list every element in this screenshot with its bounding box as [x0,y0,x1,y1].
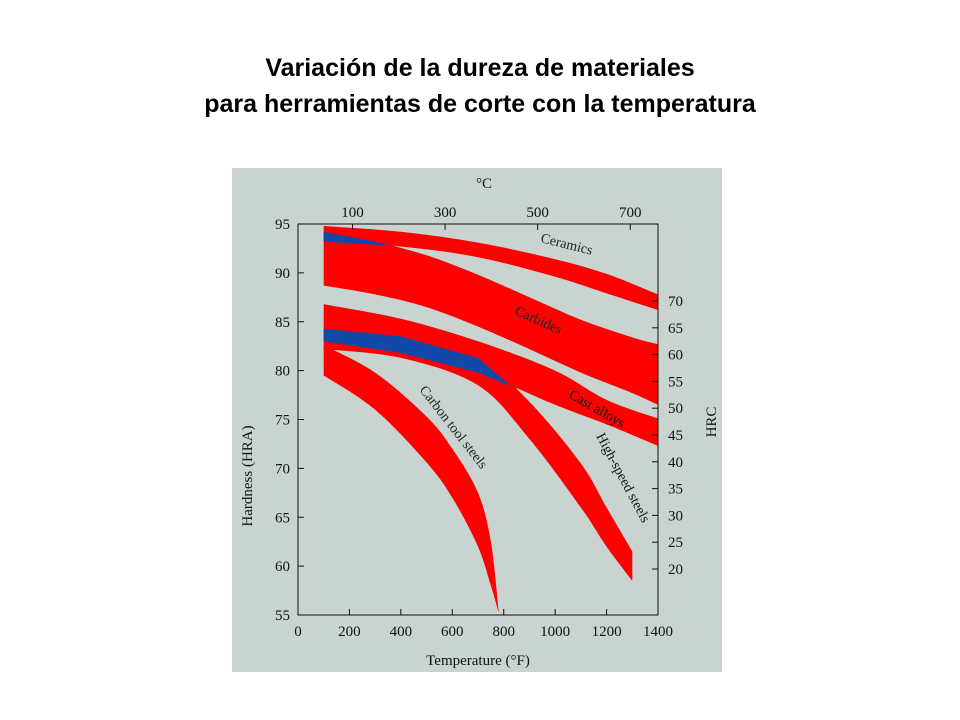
y-tick-label: 80 [275,364,290,380]
y2-tick-label: 70 [668,294,683,310]
y2-tick-label: 45 [668,428,683,444]
y-tick-label: 85 [275,315,290,331]
band-high-speed-steels [323,328,633,581]
overlap-cast-alloys-high-speed [323,328,509,386]
x-tick-label: 400 [390,624,413,640]
y-tick-label: 70 [275,461,290,477]
y-tick-label: 55 [275,608,290,624]
x-tick-label: 0 [294,624,302,640]
chart-axes [297,223,659,616]
series-bands [323,226,658,613]
y-tick-label: 65 [275,510,290,526]
x-tick-label: 600 [441,624,464,640]
overlap-ceramics-carbides [323,231,391,246]
hardness-temperature-chart: 0 200 400 600 800 1000 1200 1400 100 300 500 700 55 6… [232,168,722,672]
y2-tick-label: 60 [668,348,683,364]
x2-tick-label: 700 [619,205,642,221]
x2-axis-title: °C [476,176,492,192]
band-carbides [323,231,658,405]
y-axis-title: Hardness (HRA) [240,425,256,526]
slide-title-line-1: Variación de la dureza de materiales [265,54,695,82]
y2-tick-label: 25 [668,535,683,551]
y-tick-label: 90 [275,266,290,282]
band-carbon-tool-steels [323,345,499,613]
y2-tick-label: 65 [668,321,683,337]
x-tick-label: 800 [492,624,515,640]
y-tick-label: 60 [275,559,290,575]
y2-tick-label: 30 [668,508,683,524]
band-ceramics [323,226,658,310]
x2-tick-label: 300 [434,205,457,221]
y2-tick-label: 20 [668,562,683,578]
x-tick-label: 200 [338,624,361,640]
y2-tick-label: 40 [668,455,683,471]
y2-axis-title: HRC [704,407,720,438]
x2-tick-label: 100 [341,205,364,221]
y2-tick-label: 50 [668,401,683,417]
x-tick-label: 1200 [592,624,622,640]
x-tick-label: 1400 [643,624,673,640]
y-tick-label: 95 [275,217,290,233]
tick-labels: 0 200 400 600 800 1000 1200 1400 100 300 500 700 55 6… [275,205,683,640]
y2-tick-label: 55 [668,374,683,390]
x-axis-title: Temperature (°F) [426,653,530,669]
y2-tick-label: 35 [668,482,683,498]
x-tick-label: 1000 [540,624,570,640]
y-tick-label: 75 [275,413,290,429]
slide-title: Variación de la dureza de materiales par… [0,50,960,122]
x2-tick-label: 500 [526,205,549,221]
slide-title-line-2: para herramientas de corte con la temper… [204,90,756,118]
